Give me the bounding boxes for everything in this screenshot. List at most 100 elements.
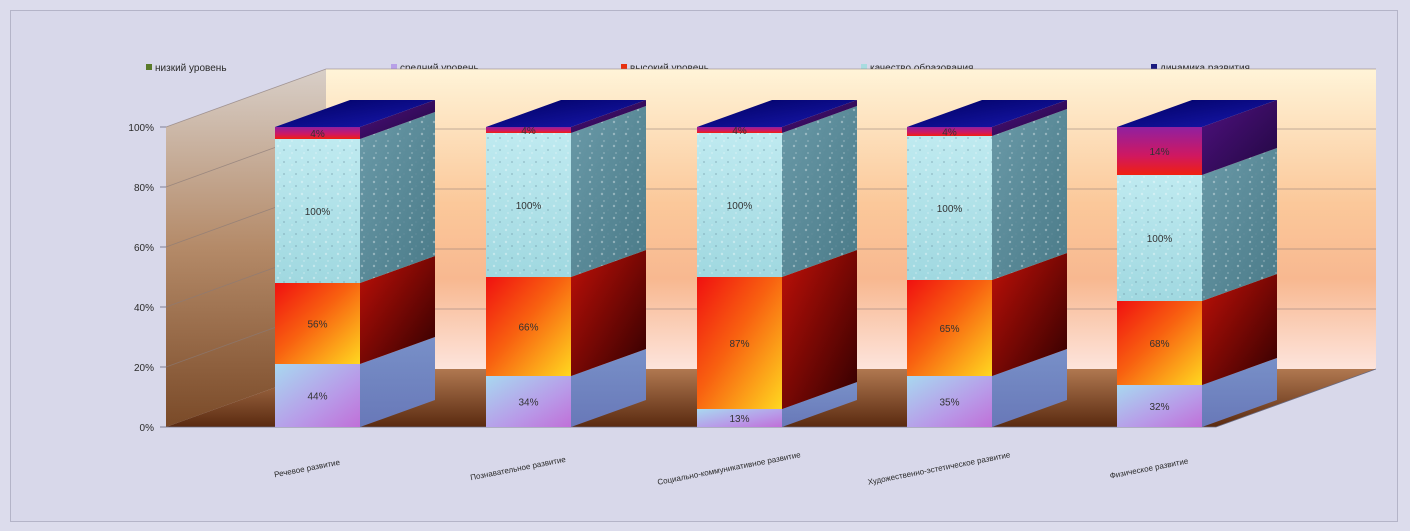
bar-texture	[571, 106, 646, 277]
bar-segment-side	[360, 337, 435, 427]
chart-area: низкий уровень средний уровень высокий уро…	[10, 10, 1398, 522]
y-tick-label: 40%	[134, 303, 154, 314]
bar-texture	[275, 139, 360, 283]
legend-label: динамика развития	[1160, 63, 1250, 74]
bar-top	[697, 100, 857, 127]
bar-texture	[697, 133, 782, 277]
bar-segment	[1117, 127, 1202, 175]
bar-texture	[782, 106, 857, 277]
bar-segment	[486, 376, 571, 427]
bar-segment	[275, 283, 360, 364]
bar-segment-side	[782, 250, 857, 409]
legend-item: низкий уровень	[146, 63, 227, 74]
stacked-bar-chart: низкий уровень средний уровень высокий уро…	[128, 62, 1377, 487]
legend-swatch	[621, 64, 627, 70]
y-axis: 0% 20% 40% 60% 80% 100%	[128, 123, 166, 434]
bar-texture	[992, 109, 1067, 280]
legend-swatch	[1151, 64, 1157, 70]
bar-segment-side	[992, 349, 1067, 427]
bar-segment-side	[992, 253, 1067, 376]
data-label: 100%	[1147, 234, 1173, 245]
bar-stack: 44% 56% 100% 4%	[275, 100, 435, 427]
bar-segment-side	[1202, 100, 1277, 175]
y-tick-label: 60%	[134, 243, 154, 254]
legend-item: высокий уровень	[621, 63, 709, 74]
data-label: 56%	[307, 320, 327, 331]
legend-swatch	[146, 64, 152, 70]
bar-segment-side	[360, 256, 435, 364]
bar-segment	[1117, 385, 1202, 427]
data-label: 13%	[729, 414, 749, 425]
bar-segment	[697, 409, 782, 427]
bar-segment	[486, 127, 571, 133]
data-label: 4%	[732, 126, 747, 137]
bar-top	[486, 100, 646, 127]
legend-swatch	[391, 64, 397, 70]
bar-top	[907, 100, 1067, 127]
bar-segment-side	[992, 100, 1067, 136]
data-label: 4%	[942, 128, 957, 139]
bar-segment	[275, 127, 360, 139]
y-tick-label: 100%	[128, 123, 154, 134]
data-label: 100%	[305, 207, 331, 218]
bar-texture	[1117, 175, 1202, 301]
bar-segment-side	[571, 349, 646, 427]
bar-segment	[907, 127, 992, 136]
bar-stack: 35% 65% 100% 4%	[907, 100, 1067, 427]
data-label: 4%	[521, 126, 536, 137]
bar-stack: 32% 68% 100% 14%	[1117, 100, 1277, 427]
bar-segment-side	[571, 250, 646, 376]
bar-segment	[697, 127, 782, 133]
legend-label: средний уровень	[400, 63, 479, 74]
bar-segment-side	[360, 100, 435, 139]
bar-texture	[907, 136, 992, 280]
data-label: 65%	[939, 324, 959, 335]
bar-top	[275, 100, 435, 127]
bar-segment	[275, 364, 360, 427]
bar-texture	[486, 133, 571, 277]
data-label: 34%	[518, 398, 538, 409]
gridline	[165, 68, 1376, 128]
bar-texture	[1202, 148, 1277, 301]
data-label: 68%	[1149, 339, 1169, 350]
legend-swatch	[861, 64, 867, 70]
bar-segment	[1117, 301, 1202, 385]
x-category-label: Художественно-эстетическое развитие	[867, 450, 1012, 487]
bar-segment	[486, 277, 571, 376]
bar-segment	[697, 277, 782, 409]
bar-stack: 13% 87% 100% 4%	[697, 100, 857, 427]
bar-segment	[907, 376, 992, 427]
data-label: 4%	[310, 129, 325, 140]
bar-segment-side	[782, 100, 857, 133]
data-label: 32%	[1149, 402, 1169, 413]
data-label: 44%	[307, 392, 327, 403]
bar-texture	[360, 112, 435, 283]
x-axis: Речевое развитие Познавательное развитие С…	[273, 450, 1189, 487]
data-label: 87%	[729, 339, 749, 350]
x-category-label: Физическое развитие	[1109, 456, 1190, 480]
bar-segment	[907, 280, 992, 376]
x-category-label: Речевое развитие	[273, 458, 341, 480]
data-label: 100%	[727, 201, 753, 212]
bar-segment-side	[1202, 358, 1277, 427]
x-category-label: Познавательное развитие	[470, 455, 567, 482]
data-label: 14%	[1149, 147, 1169, 158]
legend-item: средний уровень	[391, 63, 479, 74]
x-category-label: Социально-коммуникативное развитие	[657, 450, 802, 487]
data-label: 66%	[518, 323, 538, 334]
data-label: 35%	[939, 398, 959, 409]
legend-label: низкий уровень	[155, 63, 227, 74]
bars: 44% 56% 100% 4% 34% 66% 100% 4% 13% 87% 100% 4% 35% 6…	[275, 100, 1277, 427]
legend-label: высокий уровень	[630, 63, 709, 74]
legend-item: динамика развития	[1151, 63, 1250, 74]
bar-segment-side	[571, 100, 646, 133]
bar-stack: 34% 66% 100% 4%	[486, 100, 646, 427]
bar-top	[1117, 100, 1277, 127]
bar-segment-side	[782, 382, 857, 427]
y-tick-label: 80%	[134, 183, 154, 194]
data-label: 100%	[937, 204, 963, 215]
y-tick-label: 20%	[134, 363, 154, 374]
data-label: 100%	[516, 201, 542, 212]
bar-segment-side	[1202, 274, 1277, 385]
y-tick-label: 0%	[140, 423, 155, 434]
